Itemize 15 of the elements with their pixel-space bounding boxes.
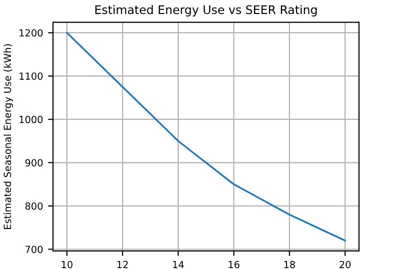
y-tick-label: 700: [26, 246, 43, 254]
y-tick-label: 1200: [20, 29, 43, 37]
y-tick-label: 800: [25, 202, 43, 210]
x-tick-label: 12: [117, 260, 128, 268]
y-tick-label: 900: [25, 159, 43, 166]
x-tick-label: 20: [340, 260, 351, 268]
y-tick-label: 1100: [20, 72, 43, 80]
x-tick-label: 14: [173, 261, 184, 268]
y-tick-label: 1000: [20, 116, 43, 124]
chart-title: Estimated Energy Use vs SEER Rating: [95, 5, 317, 16]
x-tick-label: 18: [284, 260, 295, 268]
line-series: [66, 32, 346, 242]
y-axis-title: Estimated Seasonal Energy Use (kWh): [4, 44, 13, 230]
x-tick-label: 10: [62, 260, 72, 268]
x-tick-label: 16: [228, 260, 240, 268]
